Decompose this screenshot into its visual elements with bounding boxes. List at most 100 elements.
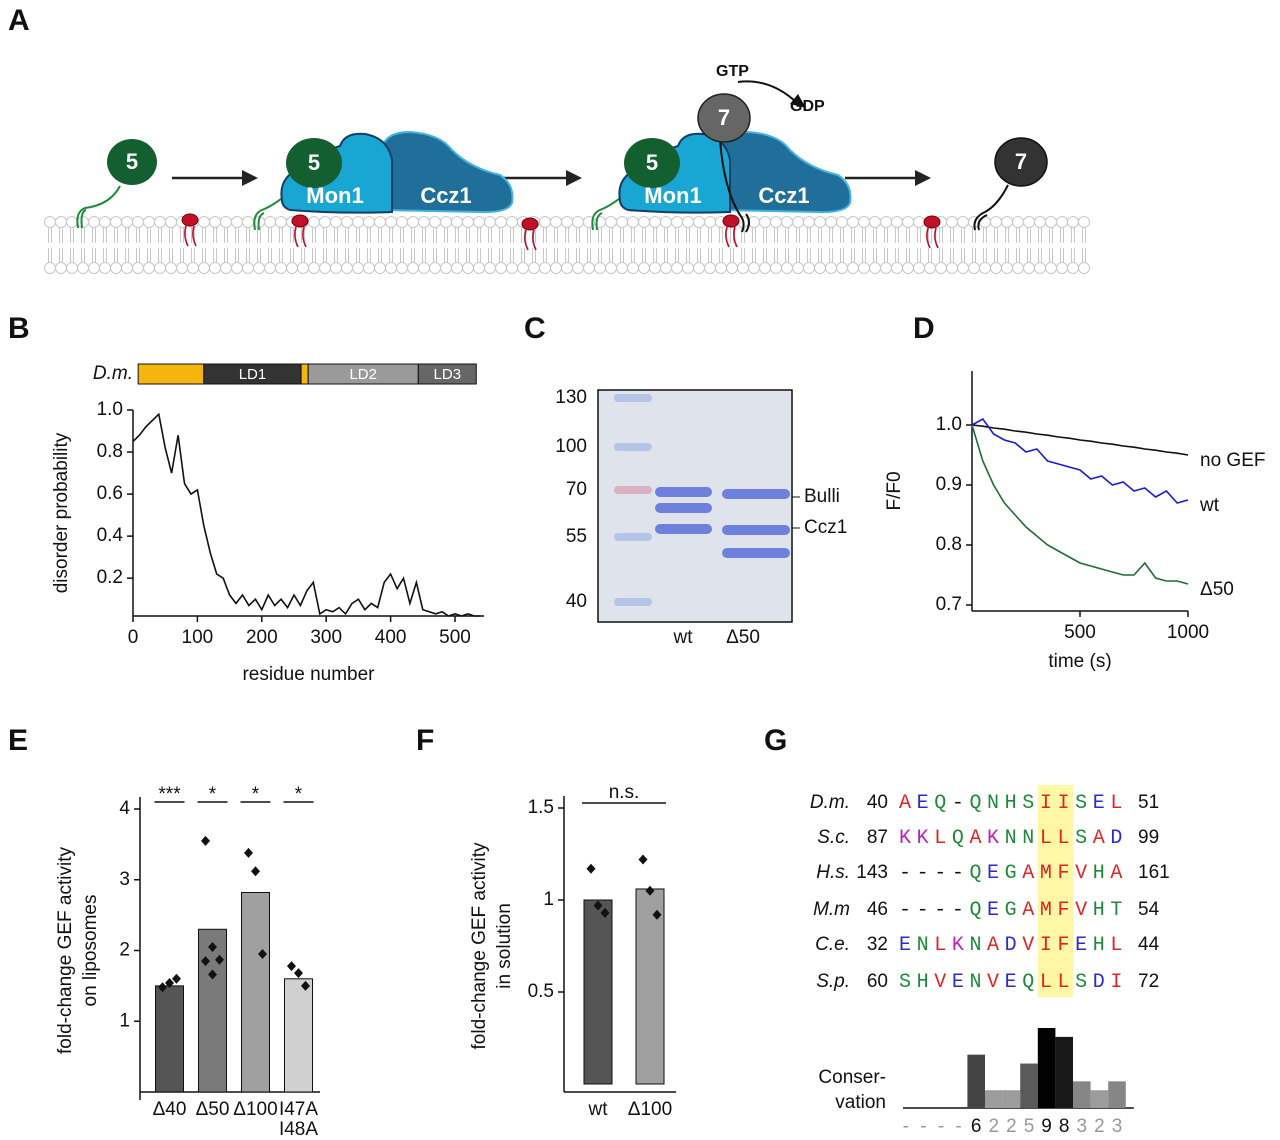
lipid-head [704, 216, 716, 228]
lipid-head [924, 262, 936, 274]
y-axis-label: on liposomes [80, 895, 101, 1007]
lipid-head [1034, 262, 1046, 274]
value-label: - [903, 1116, 909, 1137]
x-tick-label: 500 [1064, 622, 1096, 643]
lipid-head [583, 262, 595, 274]
lipid-head [1078, 216, 1090, 228]
lipid-head [1056, 262, 1068, 274]
lipid-head [660, 216, 672, 228]
lipid-head [660, 262, 672, 274]
x-tick-label: wt [588, 1099, 609, 1120]
gef-complex [591, 80, 852, 233]
bar [1090, 1090, 1109, 1108]
lipid-head [550, 262, 562, 274]
lipid-head [693, 262, 705, 274]
lipid-head [891, 216, 903, 228]
rab5 [107, 139, 157, 185]
lipid-head [374, 216, 386, 228]
start-position: 46 [867, 899, 888, 920]
x-tick-label: 500 [439, 627, 471, 648]
lipid-head [495, 216, 507, 228]
sequence: ----QEGAMFVHT [899, 899, 1128, 922]
organism: D.m. [93, 363, 133, 384]
lipid-head [198, 216, 210, 228]
lipid-head [979, 262, 991, 274]
data-point [215, 954, 224, 965]
x-tick-label: 0 [128, 627, 139, 648]
value-label: 2 [1094, 1116, 1105, 1137]
panel-letter: A [8, 4, 30, 37]
lipid-head [781, 262, 793, 274]
lipid-head [264, 216, 276, 228]
lipid-head [396, 216, 408, 228]
significance: * [252, 784, 260, 805]
marker-band [614, 533, 652, 541]
panel-letter: F [416, 724, 434, 757]
lipid-head [352, 262, 364, 274]
highlight-column [1037, 785, 1056, 997]
lipid-head [88, 262, 100, 274]
y-tick-label: 1.0 [97, 399, 123, 420]
lipid-head [803, 216, 815, 228]
lipid-head [902, 216, 914, 228]
data-point [593, 900, 603, 911]
lipid-head [99, 216, 111, 228]
data-point [158, 982, 167, 993]
lipid-head [363, 216, 375, 228]
lipid-head [1012, 262, 1024, 274]
lipid-head [1056, 216, 1068, 228]
marker-band [614, 598, 652, 606]
y-tick-label: 0.7 [936, 594, 962, 615]
domain-segment [417, 363, 477, 385]
lipid-head [616, 262, 628, 274]
panel-letter: C [524, 312, 546, 345]
bar [284, 978, 313, 1093]
lipid-head [275, 216, 287, 228]
lipid-head [330, 216, 342, 228]
y-tick-label: 0.5 [528, 981, 554, 1002]
lipid-head [143, 216, 155, 228]
lipid-head [121, 262, 133, 274]
sequence: KKLQAKNNLLSAD [899, 827, 1128, 850]
x-tick-label: I47A I48A [279, 1099, 318, 1140]
value-label: 9 [1041, 1116, 1052, 1137]
lipid-head [880, 262, 892, 274]
marker-label: 130 [555, 387, 587, 408]
lipid-head [55, 262, 67, 274]
x-tick-label: Δ40 [153, 1099, 187, 1120]
lipid-head [572, 262, 584, 274]
y-tick-label: 0.8 [936, 534, 962, 555]
lipid-head [836, 262, 848, 274]
lipid-head [968, 262, 980, 274]
lipid-head [110, 216, 122, 228]
y-tick-label: 4 [119, 798, 130, 819]
lipid-head [858, 262, 870, 274]
gdp-label: GDP [790, 98, 825, 115]
lipid-head [429, 216, 441, 228]
start-position: 40 [867, 792, 888, 813]
lipid-head [1067, 216, 1079, 228]
lipid-head [418, 216, 430, 228]
lipid-head [737, 262, 749, 274]
rab5-label: 5 [308, 150, 320, 175]
value-label: 2 [989, 1116, 1000, 1137]
lipid-head [209, 262, 221, 274]
bar [1108, 1081, 1126, 1108]
series-label: wt [1199, 495, 1220, 516]
lipid-head [528, 262, 540, 274]
ccz1-label: Ccz1 [758, 183, 809, 208]
lipid-head [572, 216, 584, 228]
membrane [44, 216, 1090, 274]
pi3p-lipids [181, 213, 941, 231]
bar [967, 1054, 985, 1108]
marker-label: 40 [566, 591, 587, 612]
lipid-head [748, 216, 760, 228]
lipid-head [495, 262, 507, 274]
x-tick-label: Δ50 [196, 1099, 230, 1120]
value-label: 2 [1006, 1116, 1017, 1137]
data-point [294, 968, 303, 979]
lipid-head [605, 262, 617, 274]
domain-label: LD1 [239, 366, 267, 383]
lipid-head [946, 262, 958, 274]
start-position: 32 [867, 934, 888, 955]
